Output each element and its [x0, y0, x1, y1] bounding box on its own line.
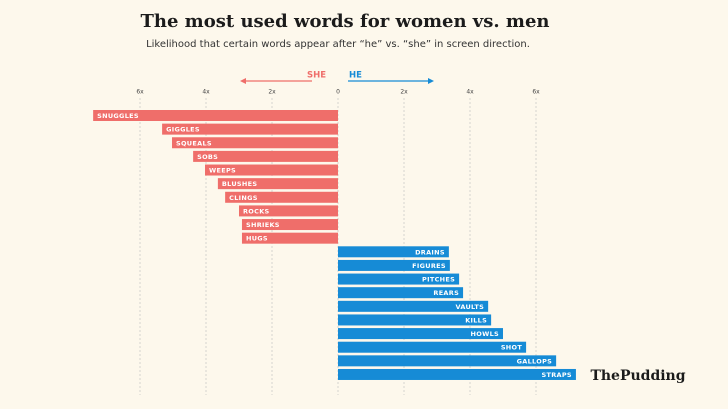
bar-label: WEEPS: [209, 167, 236, 175]
bar: [93, 110, 338, 121]
bar: [338, 300, 489, 312]
bar: [338, 273, 460, 285]
x-tick-label: 0: [336, 89, 340, 96]
legend-arrow-head: [428, 78, 434, 84]
bar-label: HUGS: [246, 235, 268, 243]
bar: [338, 314, 492, 326]
bar: [205, 164, 338, 176]
bar-label: HOWLS: [471, 330, 499, 338]
bar: [217, 178, 338, 190]
chart-subtitle: Likelihood that certain words appear aft…: [146, 39, 530, 50]
bar: [338, 368, 576, 380]
bar: [162, 123, 338, 135]
bar-label: PITCHES: [422, 276, 455, 284]
bar-label: DRAINS: [415, 248, 445, 256]
bar: [338, 246, 449, 258]
bar-label: CLINGS: [229, 194, 258, 202]
bar: [338, 287, 464, 299]
legend-label: SHE: [307, 71, 326, 81]
legend-arrow-head: [240, 78, 246, 84]
bar: [338, 355, 557, 367]
chart-title: The most used words for women vs. men: [140, 11, 549, 32]
bar-label: SNUGGLES: [97, 112, 139, 120]
bar: [338, 328, 503, 340]
x-tick-label: 2x: [400, 89, 408, 96]
bar-label: SQUEALS: [176, 139, 212, 147]
bar-label: VAULTS: [455, 303, 484, 311]
bar: [338, 259, 450, 271]
x-tick-label: 4x: [466, 89, 474, 96]
bar-label: SOBS: [197, 153, 218, 161]
bar-label: SHRIEKS: [246, 221, 280, 229]
bar: [241, 219, 338, 231]
bar: [239, 205, 338, 217]
bar-label: BLUSHES: [222, 180, 258, 188]
bar-label: REARS: [433, 289, 459, 297]
x-tick-label: 2x: [268, 89, 276, 96]
legend-label: HE: [349, 71, 362, 81]
bar: [241, 232, 338, 244]
bar-label: KILLS: [465, 316, 487, 324]
bar-label: FIGURES: [412, 262, 446, 270]
bar: [193, 150, 338, 162]
bar-label: STRAPS: [542, 371, 572, 379]
bar: [225, 191, 338, 203]
logo: ThePudding: [590, 368, 685, 384]
bar-label: GALLOPS: [517, 357, 553, 365]
x-tick-label: 4x: [202, 89, 210, 96]
bar-label: ROCKS: [243, 207, 270, 215]
bar-label: SHOT: [501, 344, 523, 352]
bar: [338, 341, 527, 353]
x-tick-label: 6x: [532, 89, 540, 96]
bar: [172, 137, 338, 149]
x-tick-label: 6x: [136, 89, 144, 96]
bar-label: GIGGLES: [166, 126, 200, 134]
